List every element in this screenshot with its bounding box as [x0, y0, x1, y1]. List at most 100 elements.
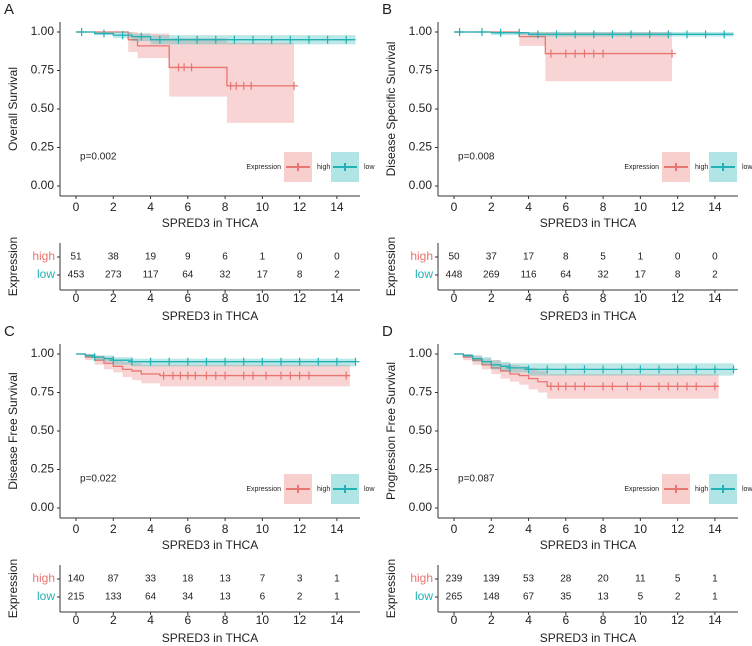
- at-risk-count: 5: [675, 574, 681, 585]
- table-x-tick-label: 4: [525, 613, 532, 627]
- x-tick-label: 10: [256, 522, 270, 536]
- censor-mark: [176, 371, 185, 380]
- censor-mark: [599, 49, 608, 58]
- table-row-label: low: [37, 589, 55, 603]
- p-value: p=0.008: [458, 151, 495, 162]
- legend-title: Expression: [246, 486, 281, 493]
- censor-mark: [239, 81, 248, 90]
- censor-mark: [580, 365, 589, 374]
- y-tick-label: 0.75: [31, 63, 55, 77]
- y-tick-label: 0.00: [31, 500, 55, 514]
- table-row-label: high: [32, 571, 55, 585]
- legend-label: low: [742, 486, 752, 493]
- x-tick-label: 0: [451, 522, 458, 536]
- censor-mark: [249, 35, 258, 44]
- censor-mark: [599, 365, 608, 374]
- censor-mark: [202, 371, 211, 380]
- censor-mark: [554, 382, 563, 391]
- legend-symbol: [286, 485, 310, 493]
- censor-mark: [211, 35, 220, 44]
- table-x-axis-title: SPRED3 in THCA: [162, 631, 258, 645]
- y-tick-label: 0.00: [31, 178, 55, 192]
- at-risk-count: 18: [182, 574, 194, 585]
- censor-mark: [221, 371, 230, 380]
- legend-symbol: [333, 163, 357, 171]
- legend-label: low: [742, 164, 752, 171]
- survival-line: [454, 353, 734, 371]
- x-tick-label: 2: [488, 522, 495, 536]
- survival-line: [76, 31, 295, 87]
- censor-mark: [589, 49, 598, 58]
- censor-mark: [692, 382, 701, 391]
- at-risk-count: 0: [712, 252, 718, 263]
- p-value: p=0.002: [80, 151, 117, 162]
- at-risk-count: 20: [598, 574, 610, 585]
- legend-symbol: [664, 485, 688, 493]
- censor-mark: [664, 382, 673, 391]
- at-risk-count: 116: [521, 270, 537, 281]
- table-x-axis-title: SPRED3 in THCA: [162, 309, 258, 323]
- x-tick-label: 4: [147, 200, 154, 214]
- at-risk-count: 5: [600, 252, 606, 263]
- table-x-tick-label: 8: [222, 613, 229, 627]
- table-x-tick-label: 0: [451, 291, 458, 305]
- at-risk-count: 8: [297, 270, 303, 281]
- censor-mark: [276, 371, 285, 380]
- censor-mark: [276, 357, 285, 366]
- table-y-axis-title: Expression: [384, 237, 398, 296]
- table-x-tick-label: 12: [671, 291, 685, 305]
- at-risk-count: 1: [260, 252, 266, 263]
- confidence-band: [76, 354, 356, 367]
- table-x-tick-label: 4: [147, 613, 154, 627]
- at-risk-count: 2: [675, 592, 681, 603]
- censor-mark: [589, 30, 598, 39]
- censor-mark: [599, 382, 608, 391]
- at-risk-count: 17: [635, 270, 647, 281]
- panel-label: C: [4, 323, 15, 340]
- censor-mark: [90, 353, 99, 362]
- censor-mark: [77, 28, 86, 37]
- at-risk-count: 64: [145, 592, 157, 603]
- y-tick-label: 1.00: [409, 24, 433, 38]
- x-axis-title: SPRED3 in THCA: [162, 538, 258, 552]
- at-risk-count: 9: [185, 252, 191, 263]
- censor-mark: [183, 357, 192, 366]
- table-x-tick-label: 4: [147, 291, 154, 305]
- censor-mark: [286, 35, 295, 44]
- x-tick-label: 10: [256, 200, 270, 214]
- x-tick-label: 12: [671, 200, 685, 214]
- table-y-axis-title: Expression: [384, 559, 398, 618]
- y-tick-label: 1.00: [31, 346, 55, 360]
- table-x-tick-label: 10: [256, 613, 270, 627]
- x-tick-label: 14: [330, 200, 344, 214]
- at-risk-count: 1: [334, 574, 340, 585]
- at-risk-count: 6: [222, 252, 228, 263]
- legend-label: high: [317, 486, 330, 493]
- censor-mark: [673, 365, 682, 374]
- x-tick-label: 0: [451, 200, 458, 214]
- at-risk-count: 1: [712, 592, 718, 603]
- censor-mark: [187, 63, 196, 72]
- at-risk-count: 139: [483, 574, 500, 585]
- censor-mark: [617, 365, 626, 374]
- at-risk-count: 32: [598, 270, 610, 281]
- x-axis-title: SPRED3 in THCA: [540, 216, 636, 230]
- at-risk-count: 13: [598, 592, 610, 603]
- table-x-tick-label: 8: [222, 291, 229, 305]
- at-risk-count: 133: [105, 592, 122, 603]
- censor-mark: [230, 35, 239, 44]
- censor-mark: [692, 365, 701, 374]
- at-risk-count: 117: [143, 270, 159, 281]
- x-tick-label: 2: [110, 522, 117, 536]
- legend-title: Expression: [624, 486, 659, 493]
- x-tick-label: 8: [600, 522, 607, 536]
- at-risk-count: 13: [220, 592, 232, 603]
- legend-label: low: [364, 486, 375, 493]
- at-risk-count: 33: [145, 574, 157, 585]
- censor-mark: [155, 35, 164, 44]
- at-risk-count: 1: [712, 574, 718, 585]
- at-risk-count: 67: [523, 592, 535, 603]
- censor-mark: [701, 30, 710, 39]
- y-tick-label: 0.75: [409, 385, 433, 399]
